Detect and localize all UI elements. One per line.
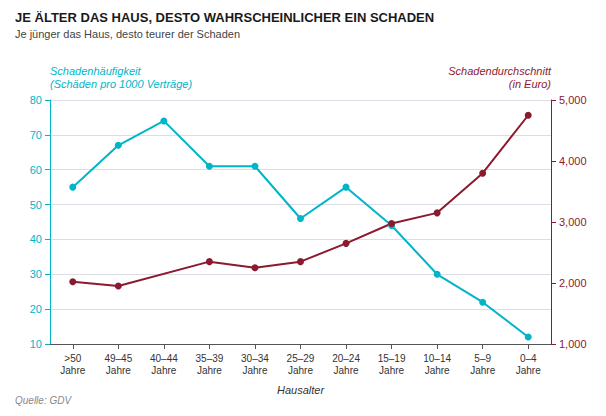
svg-text:50: 50 bbox=[30, 199, 42, 211]
svg-text:Jahre: Jahre bbox=[379, 365, 404, 376]
svg-text:30: 30 bbox=[30, 268, 42, 280]
svg-text:15–19: 15–19 bbox=[378, 353, 406, 364]
svg-text:>50: >50 bbox=[64, 353, 81, 364]
svg-text:40: 40 bbox=[30, 233, 42, 245]
svg-text:Quelle: GDV: Quelle: GDV bbox=[15, 395, 72, 406]
svg-text:35–39: 35–39 bbox=[196, 353, 224, 364]
svg-text:JE ÄLTER DAS HAUS, DESTO WAHRS: JE ÄLTER DAS HAUS, DESTO WAHRSCHEINLICHE… bbox=[15, 10, 434, 25]
svg-text:20–24: 20–24 bbox=[332, 353, 360, 364]
svg-text:40–44: 40–44 bbox=[150, 353, 178, 364]
svg-text:5–9: 5–9 bbox=[474, 353, 491, 364]
svg-text:30–34: 30–34 bbox=[241, 353, 269, 364]
svg-text:Jahre: Jahre bbox=[197, 365, 222, 376]
svg-text:20: 20 bbox=[30, 303, 42, 315]
svg-text:Hausalter: Hausalter bbox=[277, 384, 325, 396]
svg-text:Jahre: Jahre bbox=[470, 365, 495, 376]
svg-text:(Schäden pro 1000 Verträge): (Schäden pro 1000 Verträge) bbox=[50, 78, 192, 90]
svg-text:60: 60 bbox=[30, 164, 42, 176]
svg-text:Je jünger das Haus, desto teur: Je jünger das Haus, desto teurer der Sch… bbox=[15, 28, 240, 40]
svg-text:(in Euro): (in Euro) bbox=[509, 78, 552, 90]
svg-text:80: 80 bbox=[30, 94, 42, 106]
svg-text:2,000: 2,000 bbox=[559, 277, 587, 289]
svg-text:Jahre: Jahre bbox=[516, 365, 541, 376]
svg-text:3,000: 3,000 bbox=[559, 216, 587, 228]
svg-text:Jahre: Jahre bbox=[106, 365, 131, 376]
svg-text:Jahre: Jahre bbox=[151, 365, 176, 376]
svg-text:Schadenhäufigkeit: Schadenhäufigkeit bbox=[50, 65, 141, 77]
svg-text:4,000: 4,000 bbox=[559, 155, 587, 167]
svg-text:5,000: 5,000 bbox=[559, 94, 587, 106]
svg-text:10: 10 bbox=[30, 338, 42, 350]
svg-text:Jahre: Jahre bbox=[334, 365, 359, 376]
svg-text:25–29: 25–29 bbox=[287, 353, 315, 364]
svg-text:0–4: 0–4 bbox=[520, 353, 537, 364]
svg-text:70: 70 bbox=[30, 129, 42, 141]
svg-text:Jahre: Jahre bbox=[60, 365, 85, 376]
svg-text:10–14: 10–14 bbox=[423, 353, 451, 364]
svg-text:49–45: 49–45 bbox=[104, 353, 132, 364]
svg-text:Schadendurchschnitt: Schadendurchschnitt bbox=[448, 65, 552, 77]
svg-text:Jahre: Jahre bbox=[425, 365, 450, 376]
svg-text:Jahre: Jahre bbox=[242, 365, 267, 376]
svg-text:1,000: 1,000 bbox=[559, 338, 587, 350]
svg-text:Jahre: Jahre bbox=[288, 365, 313, 376]
